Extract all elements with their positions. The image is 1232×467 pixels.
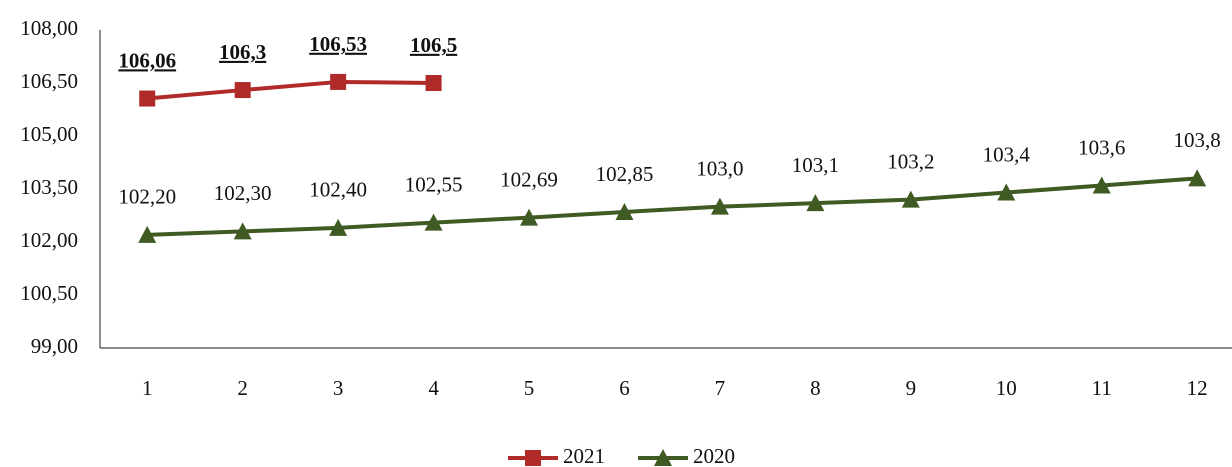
y-tick-label: 106,50 <box>20 69 78 93</box>
data-point <box>424 213 443 231</box>
data-label: 103,0 <box>696 156 743 180</box>
data-label: 103,4 <box>983 142 1031 166</box>
data-point <box>425 75 442 91</box>
data-point <box>138 225 157 243</box>
data-point <box>806 194 825 212</box>
x-tick-label: 11 <box>1092 376 1112 400</box>
legend-marker <box>654 449 672 466</box>
y-tick-label: 102,00 <box>20 228 78 252</box>
data-label: 103,2 <box>887 149 934 173</box>
legend-label: 2021 <box>563 444 605 467</box>
x-tick-label: 6 <box>619 376 630 400</box>
x-tick-label: 1 <box>142 376 153 400</box>
y-tick-label: 100,50 <box>20 281 78 305</box>
y-tick-label: 103,50 <box>20 175 78 199</box>
data-label: 106,5 <box>410 33 457 57</box>
data-point <box>615 202 634 220</box>
data-point <box>330 73 347 90</box>
data-point <box>997 183 1016 201</box>
data-label: 106,53 <box>309 32 367 56</box>
series-line <box>147 79 434 101</box>
data-point <box>901 190 920 208</box>
data-point <box>1188 169 1207 187</box>
data-label: 103,1 <box>792 153 839 177</box>
data-label: 102,55 <box>405 172 463 196</box>
data-point <box>710 197 729 215</box>
x-tick-label: 12 <box>1187 376 1208 400</box>
x-tick-label: 3 <box>333 376 344 400</box>
y-tick-label: 108,00 <box>20 16 78 40</box>
x-tick-label: 7 <box>715 376 726 400</box>
data-label: 106,3 <box>219 40 266 64</box>
data-label: 102,40 <box>309 178 367 202</box>
data-point <box>520 208 539 226</box>
data-label: 103,8 <box>1174 128 1221 152</box>
data-label: 103,6 <box>1078 135 1125 159</box>
x-tick-label: 10 <box>996 376 1017 400</box>
data-label: 102,30 <box>214 181 272 205</box>
data-point <box>139 90 156 107</box>
legend-label: 2020 <box>693 444 735 467</box>
series-line <box>147 176 1198 237</box>
data-label: 102,69 <box>500 167 558 191</box>
data-point <box>233 222 252 240</box>
x-tick-label: 5 <box>524 376 535 400</box>
data-point <box>234 82 251 99</box>
legend-marker <box>525 450 541 466</box>
x-tick-label: 2 <box>237 376 248 400</box>
data-label: 102,85 <box>596 162 654 186</box>
data-label: 106,06 <box>118 48 176 72</box>
y-tick-label: 99,00 <box>31 334 78 358</box>
data-label: 102,20 <box>118 185 176 209</box>
data-point <box>329 218 348 236</box>
x-tick-label: 4 <box>428 376 439 400</box>
x-tick-label: 8 <box>810 376 821 400</box>
data-point <box>1092 176 1111 194</box>
y-tick-label: 105,00 <box>20 122 78 146</box>
x-tick-label: 9 <box>906 376 917 400</box>
